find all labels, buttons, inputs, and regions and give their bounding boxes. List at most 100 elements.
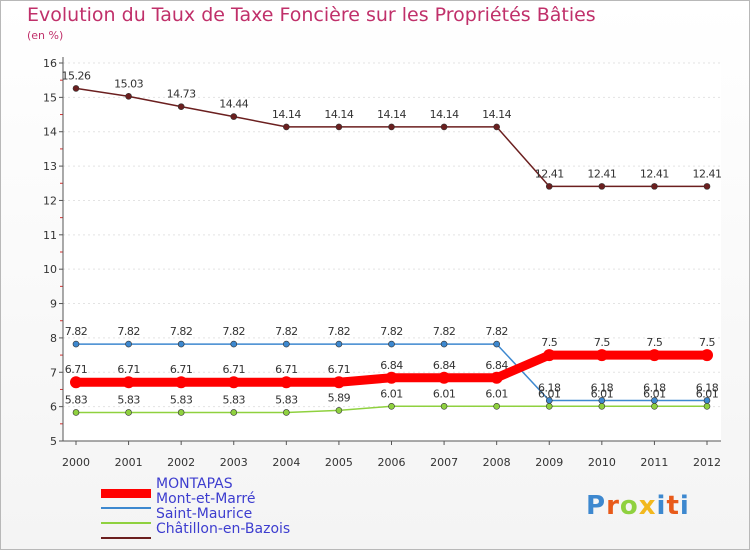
x-tick-label: 2011 [640, 456, 668, 469]
y-tick-label: 15 [43, 91, 57, 104]
data-point [72, 409, 80, 416]
data-point [651, 402, 658, 410]
data-label: 7.82 [275, 325, 298, 338]
data-point [440, 340, 448, 348]
legend-swatch [101, 507, 151, 509]
data-label: 6.01 [433, 387, 456, 400]
data-label: 6.18 [696, 381, 719, 394]
logo-letter: i [679, 491, 690, 521]
data-label: 6.84 [485, 359, 508, 372]
y-tick-label: 7 [50, 366, 57, 379]
legend-label: Mont-et-Marré [156, 491, 256, 507]
x-tick-label: 2007 [430, 456, 458, 469]
data-label: 5.83 [275, 393, 298, 406]
data-label: 12.41 [640, 167, 669, 180]
data-point [545, 183, 553, 190]
data-point [230, 340, 238, 348]
legend-swatch [101, 489, 151, 498]
data-point [283, 409, 290, 416]
data-point [543, 349, 556, 362]
data-label: 6.01 [643, 387, 666, 400]
y-tick-label: 13 [43, 160, 57, 173]
data-point [493, 402, 500, 410]
data-label: 6.84 [380, 359, 403, 372]
data-label: 14.14 [324, 108, 353, 121]
y-tick-label: 16 [43, 57, 57, 70]
data-label: 14.14 [482, 108, 511, 121]
data-label: 15.26 [62, 69, 91, 82]
data-label: 7.5 [646, 336, 662, 349]
data-label: 7.82 [433, 325, 456, 338]
data-point [335, 123, 343, 131]
y-tick-label: 12 [43, 194, 57, 207]
data-label: 14.73 [167, 88, 196, 101]
x-tick-label: 2005 [325, 456, 353, 469]
proxiti-logo: Proxiti [586, 491, 690, 521]
data-point [283, 123, 290, 131]
legend-label: Châtillon-en-Bazois [156, 521, 291, 537]
y-tick-label: 10 [43, 263, 57, 276]
data-point [385, 371, 398, 384]
data-point [545, 402, 553, 410]
data-label: 6.01 [538, 387, 561, 400]
data-point [280, 376, 293, 389]
y-tick-label: 9 [50, 298, 57, 311]
y-tick-label: 14 [43, 126, 57, 139]
logo-letter: P [586, 491, 607, 521]
data-point [125, 340, 132, 348]
legend-label: MONTAPAS [156, 476, 233, 492]
data-point [72, 85, 80, 92]
data-label: 6.84 [433, 359, 456, 372]
data-label: 7.82 [117, 325, 140, 338]
data-label: 14.14 [430, 108, 459, 121]
y-tick-label: 8 [50, 332, 57, 345]
data-label: 6.01 [591, 387, 614, 400]
logo-letter: t [666, 491, 680, 521]
legend-swatch [101, 522, 151, 524]
data-point [175, 376, 188, 389]
data-label: 6.01 [380, 387, 403, 400]
data-point [72, 340, 80, 348]
data-label: 5.83 [223, 393, 246, 406]
data-point [177, 340, 185, 348]
x-tick-label: 2008 [483, 456, 511, 469]
chart-title: Evolution du Taux de Taxe Foncière sur l… [27, 4, 596, 26]
y-tick-label: 11 [43, 229, 57, 242]
data-label: 6.18 [591, 381, 614, 394]
data-point [283, 340, 290, 348]
logo-letter: x [638, 491, 657, 521]
data-point [332, 376, 345, 389]
legend-swatch [101, 537, 151, 539]
data-point [230, 113, 238, 120]
x-tick-label: 2006 [378, 456, 406, 469]
data-label: 12.41 [693, 167, 722, 180]
logo-letter: i [656, 491, 667, 521]
data-label: 7.82 [380, 325, 403, 338]
data-label: 15.03 [114, 77, 143, 90]
data-label: 14.14 [377, 108, 406, 121]
data-point [335, 407, 343, 414]
data-point [125, 409, 132, 416]
logo-letter: r [606, 491, 620, 521]
data-point [335, 340, 343, 348]
data-label: 7.5 [594, 336, 610, 349]
data-label: 7.82 [485, 325, 508, 338]
data-point [595, 349, 608, 362]
x-tick-label: 2012 [693, 456, 721, 469]
data-label: 5.83 [170, 393, 193, 406]
data-point [230, 409, 238, 416]
data-point [648, 349, 661, 362]
data-label: 7.5 [699, 336, 715, 349]
data-label: 6.01 [696, 387, 719, 400]
data-label: 14.14 [272, 108, 301, 121]
data-label: 6.71 [65, 363, 88, 376]
data-label: 12.41 [535, 167, 564, 180]
data-label: 6.71 [117, 363, 140, 376]
data-point [438, 371, 451, 384]
legend-label: Saint-Maurice [156, 506, 253, 522]
data-label: 5.83 [65, 393, 88, 406]
data-point [227, 376, 240, 389]
data-point [440, 402, 448, 410]
data-point [493, 340, 500, 348]
